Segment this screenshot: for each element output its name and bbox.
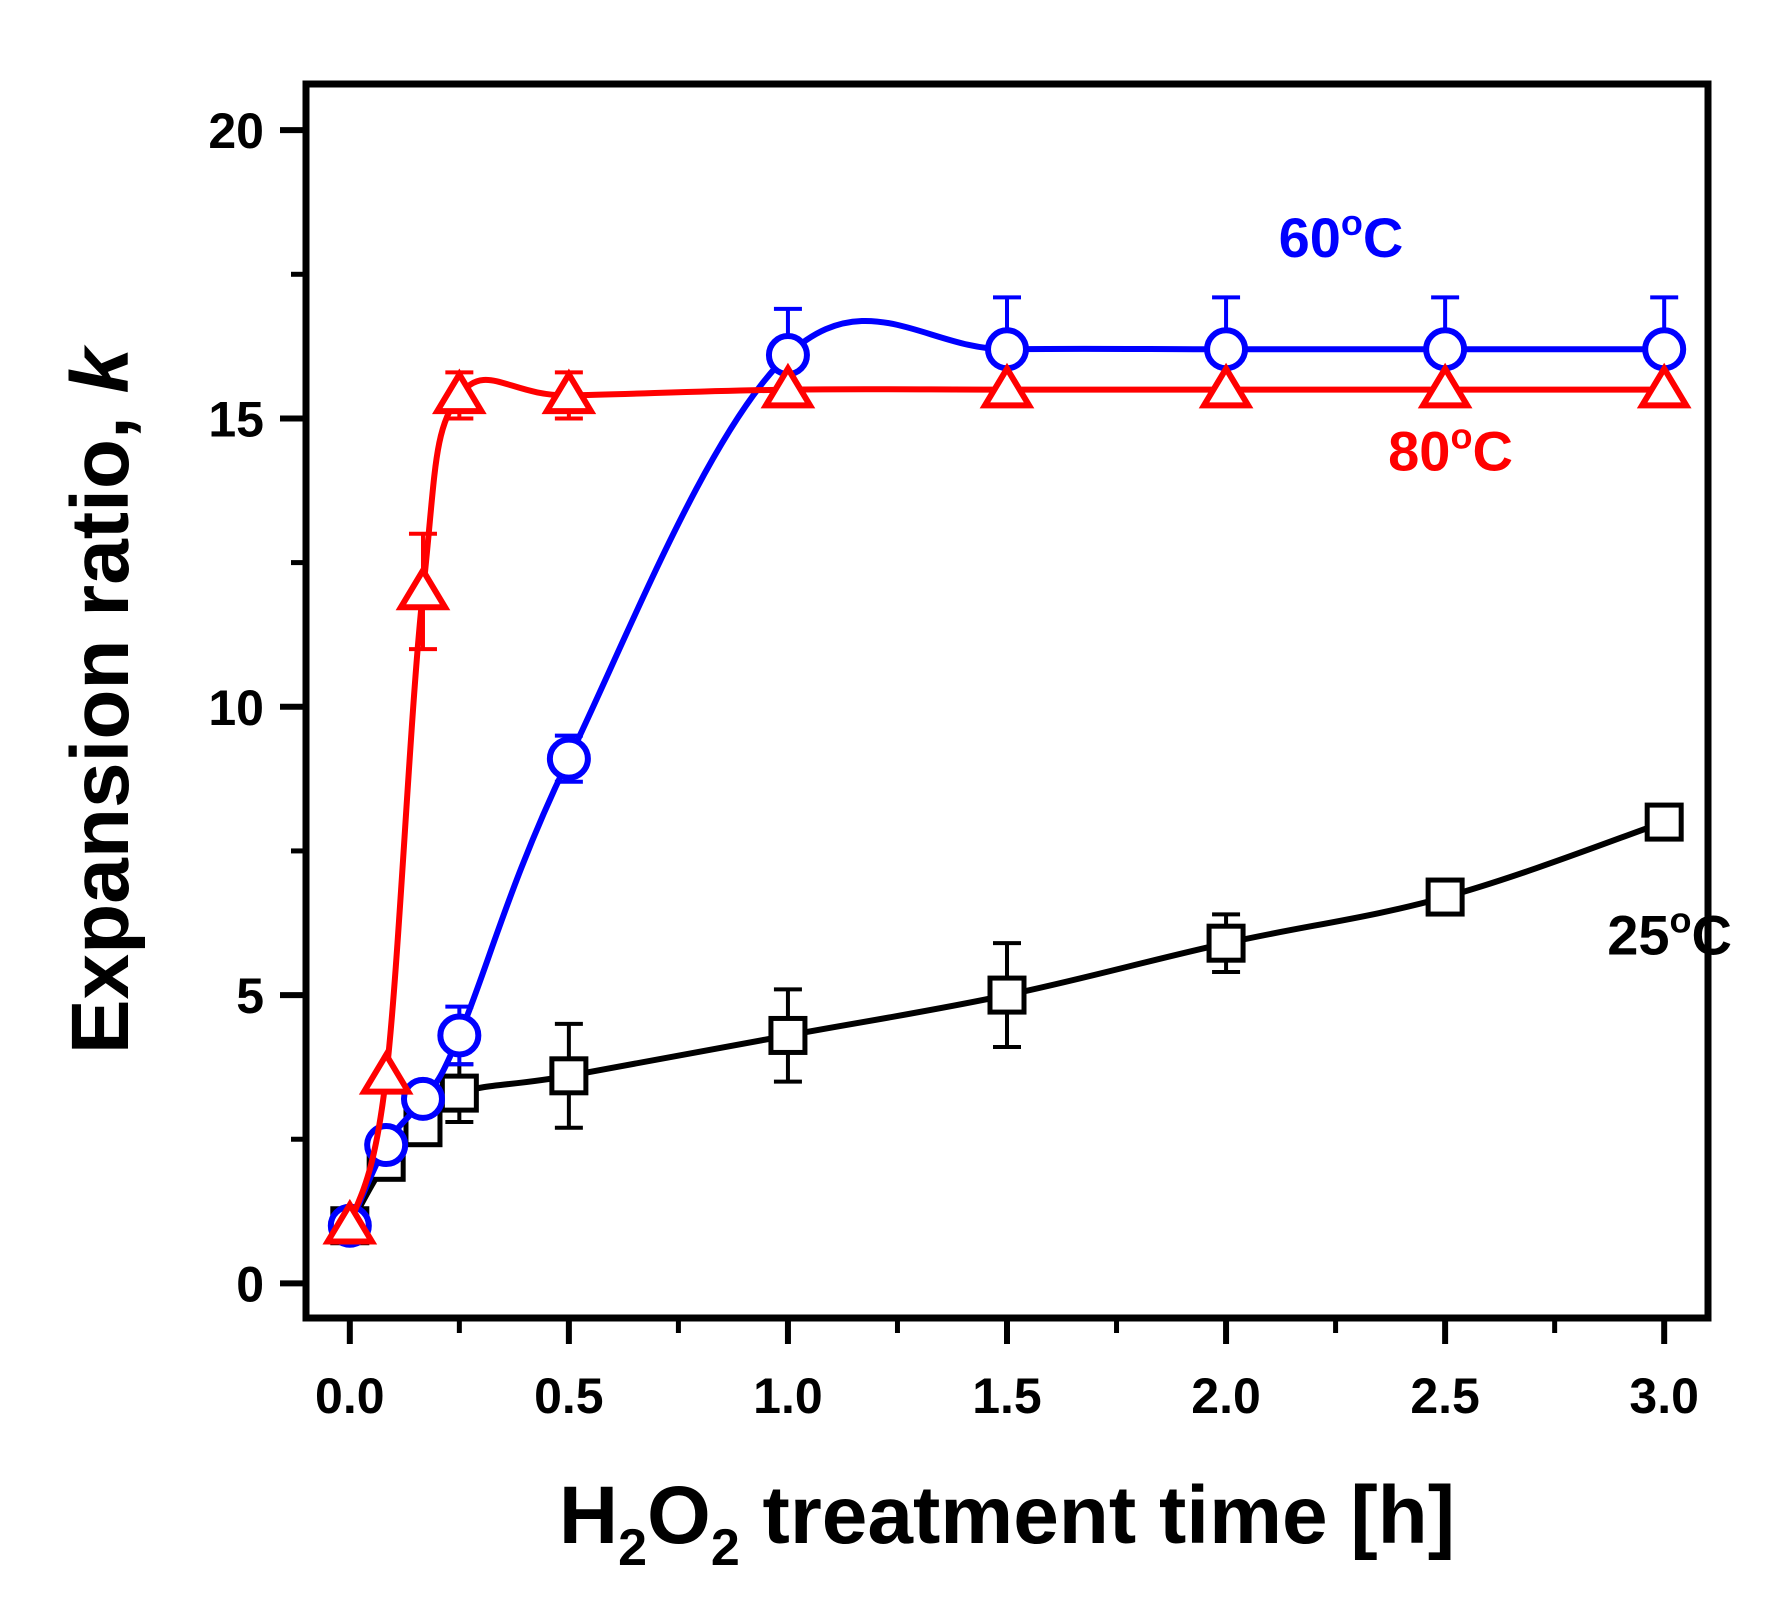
x-axis-title-subscript: 2 [711, 1519, 740, 1577]
data-point [400, 1076, 445, 1121]
data-point [1206, 923, 1246, 963]
data-point [546, 736, 591, 781]
series-layer [322, 295, 1692, 1248]
series-label-degree: o [1450, 415, 1472, 456]
data-point [1423, 327, 1468, 372]
series-label: 80oC [1388, 415, 1513, 482]
data-point [437, 1013, 482, 1058]
data-point [322, 1198, 378, 1245]
y-axis-title-text: Expansion ratio, [55, 393, 146, 1054]
series-25°C [330, 802, 1684, 1246]
series-label-value: 25 [1607, 904, 1669, 967]
y-tick-label: 10 [208, 680, 264, 736]
series-label-unit: C [1363, 206, 1403, 269]
y-tick-label: 5 [236, 968, 264, 1024]
data-point [439, 1073, 479, 1113]
data-point [760, 362, 816, 409]
data-point [541, 368, 597, 415]
y-axis-title-variable: k [55, 343, 146, 393]
x-tick-label: 1.0 [753, 1368, 823, 1424]
series-label: 25oC [1607, 900, 1732, 967]
data-point [1198, 362, 1254, 409]
x-axis-title-part: O [647, 1470, 711, 1561]
series-label-value: 80 [1388, 419, 1450, 482]
x-axis-title-part: H [559, 1470, 618, 1561]
series-80°C [322, 362, 1692, 1245]
y-tick-label: 15 [208, 391, 264, 447]
series-label-unit: C [1472, 419, 1512, 482]
series-label-value: 60 [1279, 206, 1341, 269]
series-line [347, 317, 1665, 1227]
x-tick-label: 0.5 [534, 1368, 604, 1424]
data-point [985, 327, 1029, 372]
data-point [1425, 877, 1465, 917]
data-point [395, 564, 451, 611]
data-point [1644, 802, 1684, 842]
y-axis-title: Expansion ratio, k [55, 343, 146, 1054]
axes-layer [280, 127, 1668, 1344]
data-point [1204, 327, 1249, 372]
series-label-unit: C [1692, 904, 1732, 967]
x-tick-label: 2.5 [1410, 1368, 1480, 1424]
series-label: 60oC [1279, 202, 1404, 269]
data-point [979, 362, 1035, 409]
x-tick-label: 0.0 [315, 1368, 385, 1424]
x-axis-title-subscript: 2 [618, 1519, 647, 1577]
data-point [987, 975, 1027, 1015]
data-point [768, 1015, 808, 1055]
data-point [549, 1056, 589, 1096]
x-axis-title-part: treatment time [h] [740, 1470, 1455, 1561]
series-label-degree: o [1341, 202, 1363, 243]
x-tick-label: 1.5 [972, 1368, 1042, 1424]
data-point [358, 1048, 414, 1095]
y-tick-label: 20 [208, 103, 264, 159]
data-point [1636, 362, 1692, 409]
y-tick-label: 0 [236, 1256, 264, 1312]
x-tick-label: 2.0 [1191, 1368, 1261, 1424]
series-line [346, 376, 1665, 1227]
data-point [1642, 327, 1687, 372]
plot-frame [302, 80, 1712, 1322]
x-axis-title: H2O2 treatment time [h] [559, 1470, 1455, 1577]
series-label-degree: o [1670, 900, 1692, 941]
data-point [431, 368, 487, 415]
x-tick-label: 3.0 [1629, 1368, 1699, 1424]
data-point [1417, 362, 1473, 409]
